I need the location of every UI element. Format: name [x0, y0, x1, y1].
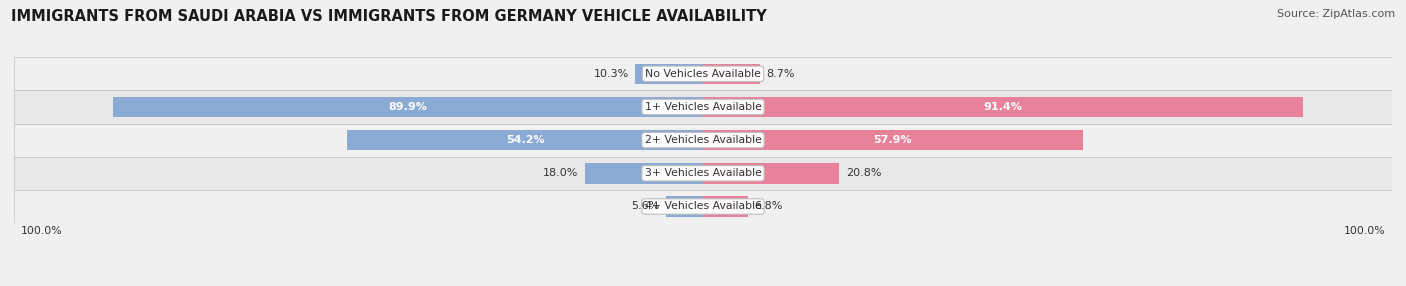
Bar: [666, 196, 703, 217]
Text: 6.8%: 6.8%: [754, 202, 783, 211]
Bar: [347, 130, 703, 150]
Bar: [703, 97, 1303, 117]
Text: 18.0%: 18.0%: [543, 168, 578, 178]
Text: Source: ZipAtlas.com: Source: ZipAtlas.com: [1277, 9, 1395, 19]
Text: 57.9%: 57.9%: [873, 135, 912, 145]
Bar: [703, 196, 748, 217]
Text: 5.6%: 5.6%: [631, 202, 659, 211]
Text: 20.8%: 20.8%: [846, 168, 882, 178]
Text: 8.7%: 8.7%: [766, 69, 796, 79]
Text: 89.9%: 89.9%: [388, 102, 427, 112]
Text: 100.0%: 100.0%: [21, 227, 62, 237]
Text: 4+ Vehicles Available: 4+ Vehicles Available: [644, 202, 762, 211]
Bar: [14, 157, 1392, 190]
Bar: [112, 97, 703, 117]
Text: 10.3%: 10.3%: [593, 69, 628, 79]
Bar: [703, 163, 839, 184]
Bar: [14, 124, 1392, 157]
Bar: [703, 63, 761, 84]
Text: 2+ Vehicles Available: 2+ Vehicles Available: [644, 135, 762, 145]
Bar: [14, 190, 1392, 223]
Text: No Vehicles Available: No Vehicles Available: [645, 69, 761, 79]
Text: 100.0%: 100.0%: [1344, 227, 1385, 237]
Bar: [636, 63, 703, 84]
Text: 3+ Vehicles Available: 3+ Vehicles Available: [644, 168, 762, 178]
Bar: [703, 130, 1083, 150]
Bar: [585, 163, 703, 184]
Bar: [14, 57, 1392, 90]
Text: 54.2%: 54.2%: [506, 135, 544, 145]
Text: IMMIGRANTS FROM SAUDI ARABIA VS IMMIGRANTS FROM GERMANY VEHICLE AVAILABILITY: IMMIGRANTS FROM SAUDI ARABIA VS IMMIGRAN…: [11, 9, 768, 23]
Bar: [14, 90, 1392, 124]
Text: 1+ Vehicles Available: 1+ Vehicles Available: [644, 102, 762, 112]
Text: 91.4%: 91.4%: [983, 102, 1022, 112]
